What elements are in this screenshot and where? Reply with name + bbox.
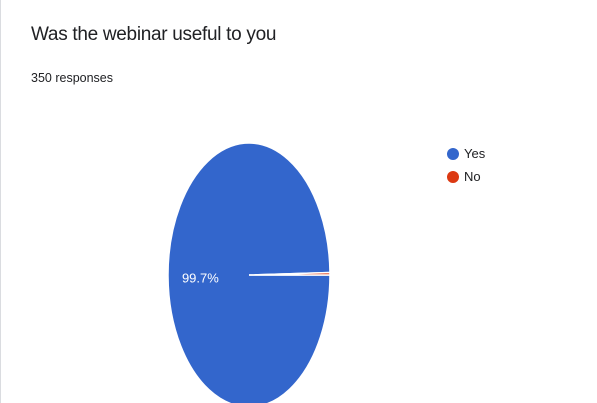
response-count: 350 responses xyxy=(31,71,114,85)
legend-item-no[interactable]: No xyxy=(447,167,485,186)
legend-label: Yes xyxy=(464,146,486,161)
question-title: Was the webinar useful to you xyxy=(31,24,277,45)
legend-item-yes[interactable]: Yes xyxy=(447,144,485,163)
pie-slice-no[interactable] xyxy=(248,271,331,276)
legend-label: No xyxy=(464,169,481,184)
pie-data-label: 99.7% xyxy=(182,271,219,286)
pie-slice-yes[interactable] xyxy=(167,142,331,403)
legend-swatch xyxy=(447,170,459,183)
legend-swatch xyxy=(447,147,459,160)
chart-legend: Yes No xyxy=(447,144,485,190)
